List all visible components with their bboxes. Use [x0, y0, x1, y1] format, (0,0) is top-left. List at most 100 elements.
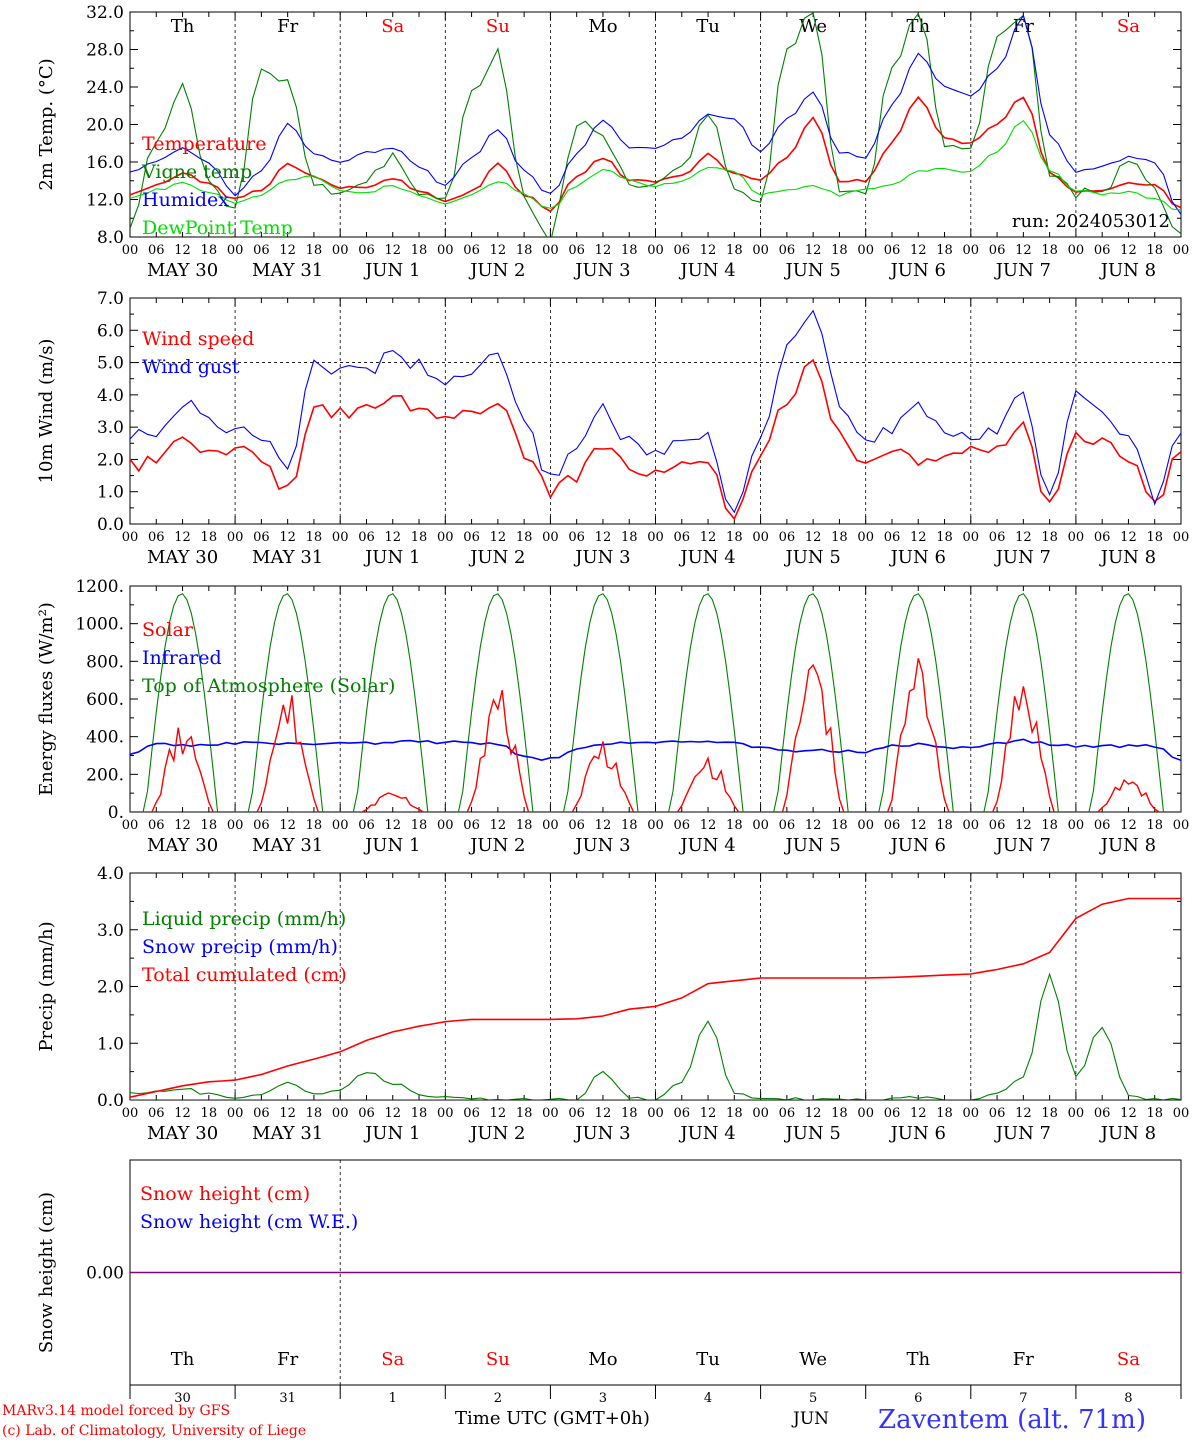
hour-tick-label: 18 — [1146, 530, 1163, 545]
hour-tick-label: 00 — [122, 1106, 139, 1121]
y-tick-label: 7.0 — [97, 289, 124, 309]
hour-tick-label: 00 — [437, 530, 454, 545]
hour-tick-label: 18 — [306, 818, 323, 833]
hour-tick-label: 06 — [463, 818, 480, 833]
hour-tick-label: 12 — [805, 530, 822, 545]
hour-tick-label: 06 — [358, 818, 375, 833]
hour-tick-label: 06 — [148, 530, 165, 545]
hour-tick-label: 12 — [910, 818, 927, 833]
legend-entry: Wind gust — [142, 356, 240, 378]
hour-tick-label: 18 — [1146, 243, 1163, 258]
date-label: JUN 8 — [1099, 835, 1156, 856]
hour-tick-label: 06 — [989, 818, 1006, 833]
hour-tick-label: 00 — [227, 243, 244, 258]
hour-tick-label: 12 — [384, 1106, 401, 1121]
y-tick-label: 2.0 — [97, 978, 124, 998]
date-label: JUN 8 — [1099, 1123, 1156, 1144]
hour-tick-label: 06 — [358, 1106, 375, 1121]
hour-tick-label: 06 — [1094, 818, 1111, 833]
y-axis-label: Precip (mm/h) — [36, 921, 57, 1051]
hour-tick-label: 12 — [490, 1106, 507, 1121]
hour-tick-label: 00 — [542, 1106, 559, 1121]
date-label: JUN 1 — [363, 547, 420, 568]
hour-tick-label: 06 — [779, 1106, 796, 1121]
date-label: MAY 31 — [252, 260, 323, 281]
plot-area — [130, 897, 1181, 1100]
hour-tick-label: 06 — [358, 243, 375, 258]
hour-tick-label: 12 — [1015, 530, 1032, 545]
hour-tick-label: 06 — [884, 243, 901, 258]
y-tick-label: 20.0 — [86, 116, 124, 136]
hour-tick-label: 12 — [910, 1106, 927, 1121]
hour-tick-label: 00 — [122, 818, 139, 833]
hour-tick-label: 18 — [621, 530, 638, 545]
day-number-label: 6 — [914, 1391, 922, 1406]
legend-entry: Vigne temp — [141, 161, 252, 183]
temperature-line — [130, 95, 1181, 213]
hour-tick-label: 12 — [174, 1106, 191, 1121]
hour-tick-label: 00 — [437, 818, 454, 833]
plot-frame — [129, 11, 1182, 238]
weekday-label: We — [799, 16, 827, 37]
hour-tick-label: 00 — [227, 818, 244, 833]
hour-tick-label: 18 — [306, 530, 323, 545]
hour-tick-label: 18 — [201, 243, 218, 258]
hour-tick-label: 18 — [1041, 1106, 1058, 1121]
toa-solar-line — [130, 593, 1181, 812]
date-label: JUN 6 — [889, 547, 946, 568]
hour-tick-label: 00 — [1068, 243, 1085, 258]
day-number-label: 2 — [494, 1391, 502, 1406]
hour-tick-label: 00 — [647, 243, 664, 258]
hour-tick-label: 00 — [752, 530, 769, 545]
weekday-label: Sa — [381, 16, 404, 37]
hour-tick-label: 18 — [621, 243, 638, 258]
y-tick-label: 600. — [86, 690, 124, 710]
y-tick-label: 0.0 — [97, 515, 124, 535]
hour-tick-label: 06 — [674, 1106, 691, 1121]
hour-tick-label: 12 — [910, 530, 927, 545]
date-label: MAY 31 — [252, 835, 323, 856]
date-label: MAY 30 — [147, 835, 218, 856]
weekday-label: Sa — [381, 1349, 404, 1370]
hour-tick-label: 00 — [857, 1106, 874, 1121]
total-cumulated-cm-line — [130, 897, 1181, 1098]
weekday-label: Fr — [1013, 16, 1034, 37]
hour-tick-label: 06 — [568, 1106, 585, 1121]
run-annotation: run: 2024053012 — [1012, 211, 1170, 232]
hour-tick-label: 00 — [647, 1106, 664, 1121]
hour-tick-label: 18 — [936, 818, 953, 833]
hour-tick-label: 18 — [831, 243, 848, 258]
hour-tick-label: 00 — [647, 530, 664, 545]
day-number-label: 8 — [1124, 1391, 1132, 1406]
hour-tick-label: 06 — [674, 818, 691, 833]
month-label: JUN — [791, 1409, 829, 1429]
y-tick-label: 3.0 — [97, 418, 124, 438]
legend-entry: Snow height (cm) — [140, 1183, 310, 1205]
hour-tick-label: 06 — [148, 243, 165, 258]
weekday-label: Th — [906, 16, 930, 37]
date-label: JUN 7 — [994, 260, 1051, 281]
date-label: JUN 5 — [783, 835, 840, 856]
legend-entry: Temperature — [142, 133, 266, 155]
date-label: JUN 3 — [573, 260, 630, 281]
y-tick-label: 32.0 — [86, 3, 124, 23]
hour-tick-label: 06 — [463, 530, 480, 545]
hour-tick-label: 00 — [963, 530, 980, 545]
hour-tick-label: 12 — [174, 530, 191, 545]
hour-tick-label: 12 — [279, 243, 296, 258]
weekday-label: Tu — [696, 1349, 720, 1370]
legend-entry: Humidex — [142, 189, 229, 211]
date-label: JUN 1 — [363, 1123, 420, 1144]
hour-tick-label: 12 — [595, 530, 612, 545]
hour-tick-label: 06 — [779, 530, 796, 545]
hour-tick-label: 18 — [1041, 530, 1058, 545]
hour-tick-label: 12 — [1120, 530, 1137, 545]
hour-tick-label: 18 — [1146, 818, 1163, 833]
hour-tick-label: 00 — [332, 243, 349, 258]
hour-tick-label: 00 — [752, 818, 769, 833]
plot-area — [130, 12, 1181, 237]
hour-tick-label: 06 — [148, 818, 165, 833]
y-tick-label: 24.0 — [86, 78, 124, 98]
